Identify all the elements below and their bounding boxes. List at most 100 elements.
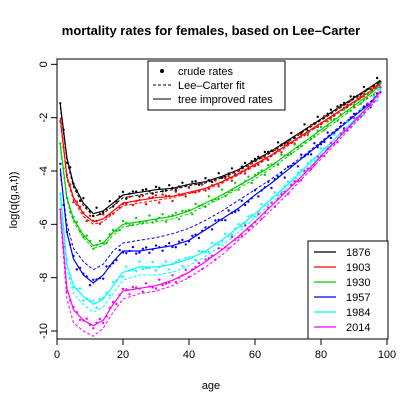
crude-point-1876 [131, 190, 135, 193]
crude-point-1984 [85, 297, 88, 301]
crude-point-1984 [237, 222, 240, 226]
crude-point-2014 [329, 141, 333, 145]
crude-point-1930 [352, 103, 356, 106]
crude-point-1930 [125, 221, 128, 225]
x-tick-label: 80 [315, 349, 327, 361]
crude-point-2014 [349, 126, 352, 129]
crude-point-1957 [187, 240, 191, 243]
x-tick-label: 60 [249, 349, 261, 361]
crude-point-1984 [187, 256, 191, 259]
crude-point-1957 [204, 226, 207, 229]
y-tick-label: 0 [38, 61, 50, 67]
crude-point-1876 [217, 172, 220, 175]
chart-title: mortality rates for females, based on Le… [62, 23, 360, 38]
crude-point-1903 [125, 202, 128, 205]
crude-point-1903 [296, 133, 300, 136]
crude-point-1903 [319, 123, 323, 126]
crude-point-1903 [121, 202, 125, 206]
crude-point-1957 [108, 265, 112, 268]
crude-point-1957 [323, 140, 326, 144]
crude-point-1903 [111, 212, 115, 215]
crude-point-1876 [82, 197, 85, 200]
crude-point-1930 [118, 228, 121, 232]
legend-style: crude rates Lee–Carter fit tree improved r… [147, 60, 286, 111]
crude-point-1876 [250, 160, 253, 163]
crude-point-1930 [128, 224, 131, 227]
crude-point-1957 [313, 142, 316, 145]
crude-point-1876 [336, 105, 339, 108]
crude-point-1957 [329, 136, 333, 140]
crude-point-1930 [65, 196, 69, 200]
crude-point-1984 [164, 260, 168, 263]
crude-point-1903 [230, 179, 234, 182]
crude-point-1984 [379, 88, 382, 91]
crude-point-1984 [125, 265, 128, 268]
crude-point-2014 [234, 238, 237, 241]
crude-point-1984 [243, 222, 247, 225]
crude-point-1957 [191, 234, 194, 237]
crude-point-1930 [336, 119, 339, 123]
lee-carter-line-1930 [59, 87, 381, 249]
crude-point-1957 [75, 268, 79, 271]
crude-point-1930 [346, 110, 349, 113]
crude-point-2014 [194, 266, 197, 269]
legend-year-label: 1957 [346, 292, 370, 304]
crude-point-1876 [85, 206, 88, 209]
lee-carter-line-1957 [59, 90, 381, 271]
crude-point-1903 [181, 193, 184, 196]
crude-point-1930 [171, 213, 174, 217]
legend-year-label: 2014 [346, 322, 370, 334]
crude-point-1984 [346, 120, 349, 123]
crude-point-1930 [313, 135, 316, 138]
crude-point-1903 [102, 213, 105, 216]
legend-points-key [160, 69, 164, 73]
crude-point-1957 [161, 249, 164, 252]
crude-point-1957 [82, 272, 85, 275]
crude-point-1930 [62, 167, 65, 170]
crude-point-1957 [276, 175, 280, 178]
x-tick-label: 0 [54, 349, 60, 361]
crude-point-2014 [293, 180, 296, 183]
crude-point-1984 [121, 275, 125, 278]
crude-point-1984 [253, 215, 257, 218]
crude-point-1903 [210, 184, 214, 187]
crude-point-2014 [161, 283, 164, 287]
crude-point-1957 [210, 228, 214, 231]
crude-point-1957 [349, 116, 352, 119]
crude-point-1930 [342, 108, 346, 111]
crude-point-1903 [214, 179, 217, 182]
crude-point-1903 [82, 211, 85, 214]
crude-point-1930 [158, 216, 161, 220]
crude-point-1876 [181, 181, 184, 184]
crude-point-2014 [128, 293, 131, 296]
crude-point-1903 [346, 103, 349, 107]
crude-point-2014 [276, 197, 280, 200]
crude-point-1984 [161, 264, 164, 267]
series-2014 [59, 85, 382, 337]
crude-point-1876 [240, 165, 243, 168]
crude-point-2014 [237, 236, 240, 239]
crude-point-1930 [224, 194, 227, 198]
crude-point-1876 [69, 166, 72, 169]
crude-point-1903 [72, 201, 75, 204]
crude-point-1930 [270, 163, 273, 166]
crude-point-1957 [293, 162, 296, 165]
crude-point-1903 [118, 206, 121, 210]
crude-point-1957 [164, 244, 168, 248]
crude-point-1984 [197, 249, 201, 253]
crude-point-1984 [359, 108, 362, 111]
crude-point-1930 [280, 153, 283, 156]
crude-point-1903 [92, 219, 95, 222]
crude-point-1984 [72, 285, 75, 289]
crude-point-1930 [69, 210, 72, 213]
crude-point-1984 [174, 260, 177, 264]
crude-point-1984 [59, 192, 62, 196]
crude-point-1984 [191, 255, 194, 259]
crude-point-1957 [131, 245, 135, 249]
crude-point-1930 [82, 235, 85, 239]
crude-point-1876 [151, 192, 154, 195]
axes: 0 20 40 60 80 100 0 -2 -4 -6 -8 -10 [38, 61, 396, 361]
crude-point-1930 [151, 221, 154, 224]
crude-point-2014 [257, 212, 260, 216]
crude-point-1984 [168, 268, 171, 271]
